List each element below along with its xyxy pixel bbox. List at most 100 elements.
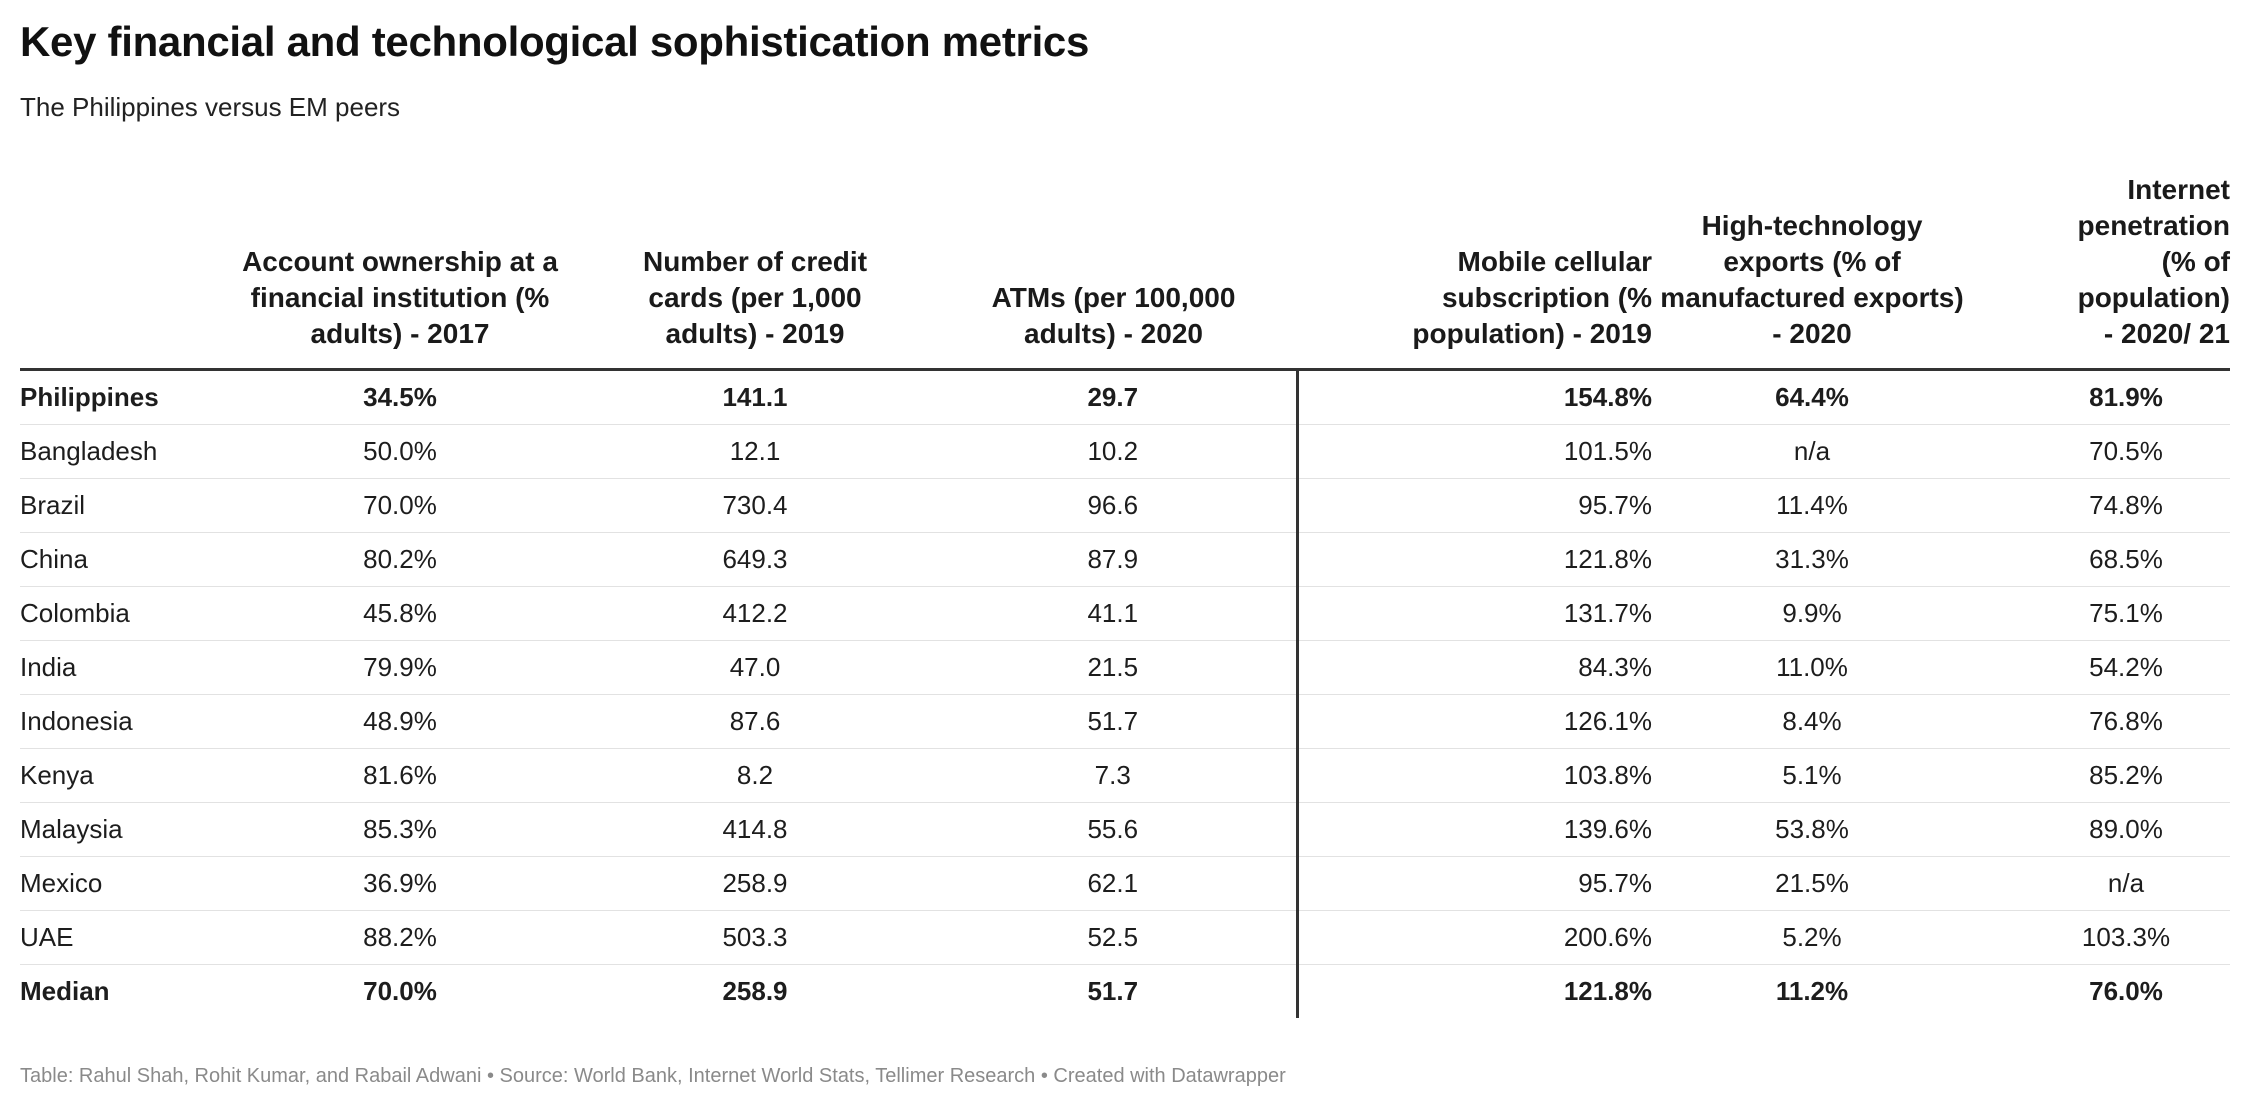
table-cell: 48.9% — [220, 694, 580, 749]
table-row: Mexico 36.9% 258.9 62.1 95.7% 21.5% n/a — [20, 856, 2230, 911]
table-cell: 730.4 — [580, 478, 930, 533]
table-cell: 8.2 — [580, 748, 930, 803]
table-row-median: Median 70.0% 258.9 51.7 121.8% 11.2% 76.… — [20, 964, 2230, 1018]
row-label: Bangladesh — [20, 424, 220, 479]
table-cell: 52.5 — [930, 910, 1299, 965]
row-label: India — [20, 640, 220, 695]
table-cell: 55.6 — [930, 802, 1299, 857]
table-cell: 121.8% — [1563, 976, 1652, 1006]
table-cell: n/a — [1652, 424, 1972, 479]
column-header-credit-cards[interactable]: Number of credit cards (per 1,000 adults… — [580, 172, 930, 371]
table-cell: 11.2% — [1775, 976, 1849, 1006]
table-cell: 95.7% — [1297, 856, 1652, 911]
table-cell: 11.4% — [1652, 478, 1972, 533]
table-row: Philippines 34.5% 141.1 29.7 154.8% 64.4… — [20, 369, 2230, 425]
column-header-high-tech-exports[interactable]: High-technology exports (% of manufactur… — [1652, 172, 1972, 371]
table-cell: 41.1 — [930, 586, 1299, 641]
table-cell: 53.8% — [1652, 802, 1972, 857]
table-cell: 85.2% — [1972, 748, 2230, 803]
table-cell: 79.9% — [220, 640, 580, 695]
table-cell: 8.4% — [1652, 694, 1972, 749]
table-cell: 70.0% — [220, 478, 580, 533]
table-row: India 79.9% 47.0 21.5 84.3% 11.0% 54.2% — [20, 640, 2230, 695]
table-row: UAE 88.2% 503.3 52.5 200.6% 5.2% 103.3% — [20, 910, 2230, 965]
table-cell: 200.6% — [1297, 910, 1652, 965]
table-cell: 414.8 — [580, 802, 930, 857]
table-cell: 126.1% — [1297, 694, 1652, 749]
table-row: Bangladesh 50.0% 12.1 10.2 101.5% n/a 70… — [20, 424, 2230, 479]
row-label: Median — [20, 976, 110, 1006]
table-cell: 70.0% — [363, 976, 437, 1006]
table-cell: 34.5% — [220, 369, 580, 425]
source-footer: Table: Rahul Shah, Rohit Kumar, and Raba… — [20, 1065, 1286, 1087]
row-label: Mexico — [20, 856, 220, 911]
table-cell: 68.5% — [1972, 532, 2230, 587]
table-cell: 12.1 — [580, 424, 930, 479]
table-cell: 84.3% — [1297, 640, 1652, 695]
row-label: Colombia — [20, 586, 220, 641]
table-cell: 131.7% — [1297, 586, 1652, 641]
table-cell: 64.4% — [1652, 369, 1972, 425]
table-cell: 76.8% — [1972, 694, 2230, 749]
table-cell: 21.5% — [1652, 856, 1972, 911]
table-cell: 87.9 — [930, 532, 1299, 587]
row-label: Philippines — [20, 369, 220, 425]
table-cell: 88.2% — [220, 910, 580, 965]
table-cell: 10.2 — [930, 424, 1299, 479]
table-cell: 62.1 — [930, 856, 1299, 911]
table-row: Kenya 81.6% 8.2 7.3 103.8% 5.1% 85.2% — [20, 748, 2230, 803]
table-cell: 51.7 — [930, 694, 1299, 749]
table-cell: 11.0% — [1652, 640, 1972, 695]
table-cell: 74.8% — [1972, 478, 2230, 533]
table-header-row: Account ownership at a financial institu… — [20, 172, 2230, 371]
column-header-atms[interactable]: ATMs (per 100,000 adults) - 2020 — [930, 172, 1297, 371]
table-cell: 54.2% — [1972, 640, 2230, 695]
column-header-internet-penetration[interactable]: Internet penetration (% of population) -… — [1972, 172, 2230, 371]
table-cell: 412.2 — [580, 586, 930, 641]
table-cell: 503.3 — [580, 910, 930, 965]
table-cell: 258.9 — [580, 856, 930, 911]
table-cell: 5.1% — [1652, 748, 1972, 803]
table-cell: 81.6% — [220, 748, 580, 803]
table-cell: 121.8% — [1297, 532, 1652, 587]
table-row: Malaysia 85.3% 414.8 55.6 139.6% 53.8% 8… — [20, 802, 2230, 857]
table-cell: 258.9 — [722, 976, 788, 1006]
column-header-account-ownership[interactable]: Account ownership at a financial institu… — [220, 172, 580, 371]
row-label: Indonesia — [20, 694, 220, 749]
table-row: Indonesia 48.9% 87.6 51.7 126.1% 8.4% 76… — [20, 694, 2230, 749]
table-cell: 649.3 — [580, 532, 930, 587]
table-cell: 87.6 — [580, 694, 930, 749]
table-cell: 50.0% — [220, 424, 580, 479]
table-cell: 70.5% — [1972, 424, 2230, 479]
metrics-table: Account ownership at a financial institu… — [20, 172, 2230, 1018]
table-cell: 81.9% — [1972, 369, 2230, 425]
table-cell: 101.5% — [1297, 424, 1652, 479]
table-row: Colombia 45.8% 412.2 41.1 131.7% 9.9% 75… — [20, 586, 2230, 641]
table-cell: 21.5 — [930, 640, 1299, 695]
table-cell: 96.6 — [930, 478, 1299, 533]
table-cell: 45.8% — [220, 586, 580, 641]
table-cell: 139.6% — [1297, 802, 1652, 857]
table-cell: 51.7 — [930, 964, 1299, 1018]
table-cell: 47.0 — [580, 640, 930, 695]
table-cell: 36.9% — [220, 856, 580, 911]
table-cell: 85.3% — [220, 802, 580, 857]
row-label: UAE — [20, 910, 220, 965]
row-label: Malaysia — [20, 802, 220, 857]
table-cell: 154.8% — [1297, 369, 1652, 425]
table-cell: 7.3 — [930, 748, 1299, 803]
table-cell: 80.2% — [220, 532, 580, 587]
table-row: China 80.2% 649.3 87.9 121.8% 31.3% 68.5… — [20, 532, 2230, 587]
table-cell: 9.9% — [1652, 586, 1972, 641]
column-header-country — [20, 172, 220, 371]
table-cell: 89.0% — [1972, 802, 2230, 857]
table-cell: 141.1 — [580, 369, 930, 425]
table-cell: 95.7% — [1297, 478, 1652, 533]
column-header-mobile-subscription[interactable]: Mobile cellular subscription (% populati… — [1297, 172, 1652, 371]
table-cell: 76.0% — [2089, 976, 2163, 1006]
row-label: Brazil — [20, 478, 220, 533]
table-cell: 103.3% — [1972, 910, 2230, 965]
table-cell: 5.2% — [1652, 910, 1972, 965]
table-cell: n/a — [1972, 856, 2230, 911]
table-cell: 103.8% — [1297, 748, 1652, 803]
